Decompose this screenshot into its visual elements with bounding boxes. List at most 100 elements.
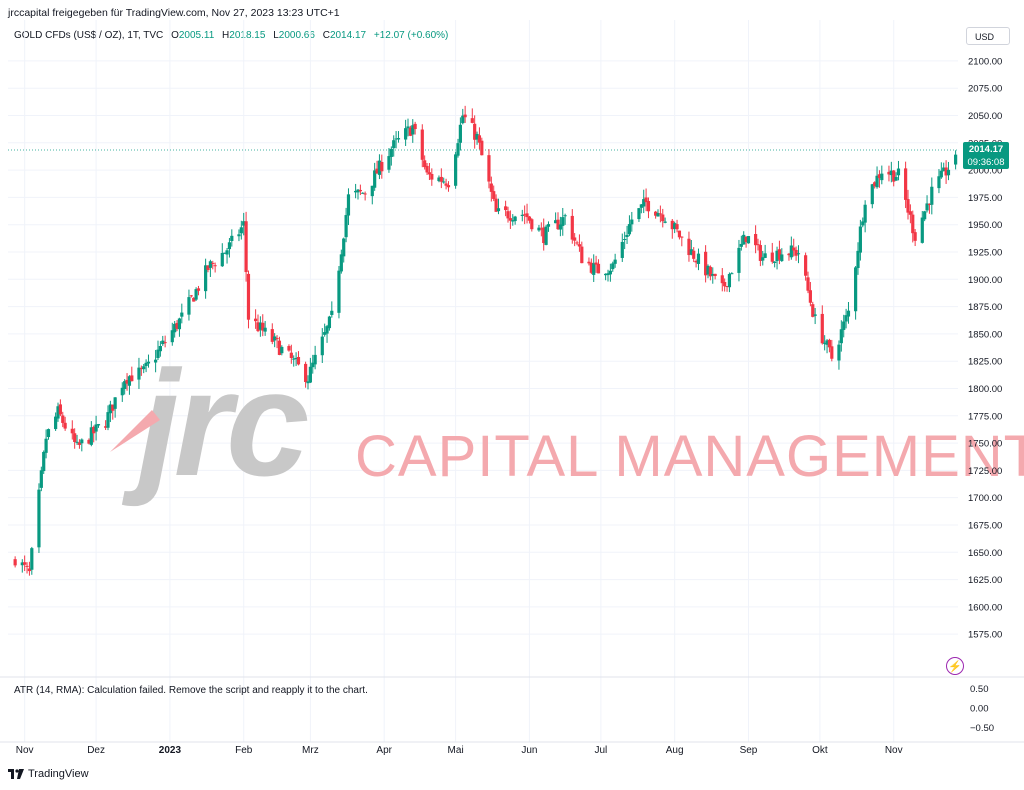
candle-body (830, 346, 834, 359)
candle-body (894, 177, 898, 181)
candle-body (823, 342, 827, 344)
candle-body (196, 288, 201, 291)
candle-body (161, 340, 165, 345)
candle-body (804, 255, 808, 276)
candle-body (263, 327, 267, 332)
candle-body (211, 262, 215, 264)
candle-body (923, 211, 927, 220)
candle-body (544, 226, 548, 245)
candle-body (854, 267, 858, 312)
y-tick-label: 1800.00 (968, 384, 1002, 395)
candle-body (220, 252, 224, 267)
candle-body (811, 304, 815, 317)
candle-body (106, 412, 110, 428)
candle-body (396, 138, 401, 140)
y-tick-label: 2100.00 (968, 56, 1002, 67)
candle-body (23, 562, 27, 565)
candle-body (504, 206, 508, 211)
candle-body (946, 169, 951, 176)
currency-button[interactable]: USD (966, 27, 1010, 45)
candle-body (820, 313, 824, 344)
candle-body (813, 314, 817, 316)
lightning-icon[interactable]: ⚡ (946, 657, 964, 675)
candle-body (244, 221, 248, 273)
candle-body (775, 250, 779, 262)
candle-body (139, 367, 143, 369)
candle-body (596, 263, 601, 274)
candle-body (506, 211, 510, 219)
candle-body (156, 349, 160, 359)
candle-body (13, 559, 17, 566)
candle-body (656, 213, 660, 217)
legend-high: 2018.15 (229, 30, 266, 41)
candle-body (425, 165, 429, 173)
candle-body (792, 247, 796, 251)
candle-body (930, 186, 934, 205)
candle-body (625, 234, 629, 238)
study-axis: 0.50 0.00 −0.50 (970, 684, 994, 734)
candle-body (661, 214, 665, 222)
candle-body (208, 261, 212, 268)
candle-body (61, 415, 65, 423)
candle-body (377, 160, 382, 175)
candle-body (604, 273, 608, 276)
candle-body (896, 168, 901, 176)
candle-body (44, 438, 48, 453)
candle-body (780, 254, 784, 262)
candle-body (670, 220, 674, 230)
candle-body (177, 318, 182, 330)
candle-body (630, 219, 634, 225)
candle-body (937, 176, 941, 189)
candle-body (330, 310, 334, 315)
candle-body (127, 376, 132, 386)
candle-body (577, 244, 582, 247)
candle-body (487, 155, 491, 182)
candle-body (608, 270, 612, 275)
candle-body (430, 173, 434, 180)
candle-body (130, 375, 134, 382)
candle-body (592, 263, 596, 275)
candle-body (170, 330, 174, 343)
candle-body (63, 422, 67, 429)
candle-body (825, 340, 829, 345)
candle-body (458, 124, 462, 143)
candle-body (839, 329, 843, 344)
candle-body (511, 220, 515, 222)
candle-body (787, 253, 791, 256)
candle-body (642, 199, 646, 207)
candle-body (125, 379, 129, 384)
candle-body (313, 354, 317, 365)
candle-body (363, 193, 367, 195)
candle-body (594, 262, 598, 265)
x-tick-label: Dez (87, 745, 105, 756)
last-price-tag: 2014.17 09:36:08 (963, 142, 1009, 169)
candle-body (944, 167, 948, 176)
candle-body (473, 123, 477, 140)
candle-body (858, 226, 862, 253)
candle-body (463, 114, 467, 118)
candle-body (480, 140, 484, 156)
candle-body (658, 213, 662, 215)
y-tick-label: 1575.00 (968, 630, 1002, 641)
candle-body (27, 568, 32, 572)
candle-body (306, 381, 310, 384)
candle-body (261, 322, 265, 331)
candle-body (556, 219, 560, 230)
candle-body (227, 242, 232, 250)
candle-body (520, 214, 524, 216)
study-tick-label: 0.50 (970, 684, 989, 695)
candle-body (575, 242, 579, 244)
candle-body (30, 548, 34, 570)
candle-body (292, 358, 296, 360)
candle-body (846, 310, 851, 317)
candle-body (437, 177, 441, 182)
tradingview-footer[interactable]: TradingView (8, 768, 89, 780)
x-tick-label: Mrz (302, 745, 319, 756)
chart-header: jrccapital freigegeben für TradingView.c… (8, 7, 340, 19)
candle-body (530, 219, 534, 230)
candle-body (223, 252, 227, 254)
candle-body (606, 273, 610, 276)
bar-countdown: 09:36:08 (967, 157, 1005, 168)
watermark: jrc CAPITAL MANAGEMENT (110, 339, 1024, 507)
